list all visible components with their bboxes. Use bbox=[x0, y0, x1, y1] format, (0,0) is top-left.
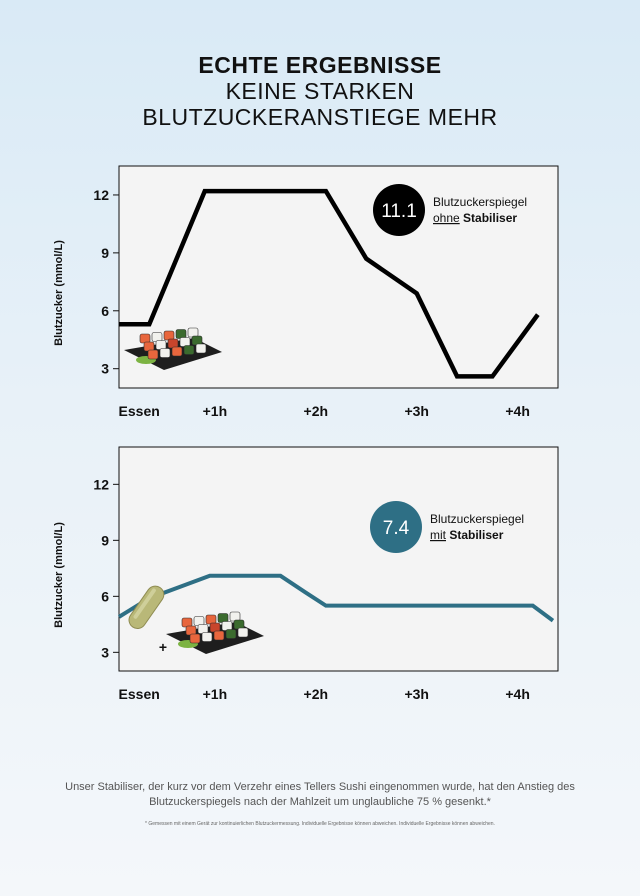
capsule-body bbox=[128, 585, 165, 629]
chart-2-sushi-piece bbox=[209, 622, 221, 633]
chart-1-series-line bbox=[119, 188, 540, 379]
chart-1-sushi-piece bbox=[155, 340, 167, 350]
chart-without-stabiliser: Blutzucker (mmol/L) 3 6 9 12 Essen +1h +2h +3h +4… bbox=[0, 150, 640, 430]
chart-1-badge-circle bbox=[373, 184, 425, 236]
chart-1-sushi-piece bbox=[175, 329, 187, 339]
chart-2-sushi-piece bbox=[225, 629, 237, 639]
chart-2-sushi-piece bbox=[237, 627, 249, 638]
chart-2-badge-line-2: mit Stabiliser bbox=[430, 528, 504, 542]
chart-1-badge-line-1: Blutzuckerspiegel bbox=[433, 195, 527, 209]
chart-2-y-tick-label: 3 bbox=[101, 644, 109, 660]
title-line-3: BLUTZUCKERANSTIEGE MEHR bbox=[142, 104, 498, 130]
footnote-small: * Gemessen mit einem Gerät zur kontinuie… bbox=[145, 821, 495, 827]
chart-2-sushi-piece bbox=[193, 616, 205, 626]
chart-2-sushi-piece bbox=[197, 624, 209, 634]
chart-2-y-tick-label: 9 bbox=[101, 532, 109, 548]
chart-2-svg: Blutzucker (mmol/L) 3 6 9 12 Essen +1h +2h +3h +4… bbox=[53, 446, 559, 702]
chart-1-x-tick-label: +3h bbox=[404, 403, 429, 419]
chart-2-x-tick-label: Essen bbox=[119, 686, 160, 702]
chart-1-y-tick-label: 6 bbox=[101, 303, 109, 319]
chart-2-sushi-plate-icon bbox=[166, 611, 264, 654]
chart-2-badge-line-1: Blutzuckerspiegel bbox=[430, 512, 524, 526]
chart-2-badge-value: 7.4 bbox=[383, 518, 410, 539]
chart-2-sushi-piece bbox=[233, 619, 245, 630]
chart-2-sushi-piece bbox=[217, 613, 229, 623]
chart-2-x-tick-label: +3h bbox=[404, 686, 429, 702]
chart-1-x-tick-label: +4h bbox=[505, 403, 530, 419]
chart-1-sushi-piece bbox=[147, 349, 159, 360]
chart-1-y-axis-label: Blutzucker (mmol/L) bbox=[53, 240, 65, 346]
chart-2-y-tick-label: 12 bbox=[93, 476, 109, 492]
chart-with-stabiliser: Blutzucker (mmol/L) 3 6 9 12 Essen +1h +2h +3h +4… bbox=[0, 432, 640, 714]
chart-2-x-tick-label: +1h bbox=[203, 686, 228, 702]
chart-1-sushi-piece bbox=[167, 338, 179, 349]
plus-sign: + bbox=[159, 639, 167, 655]
chart-1-svg: Blutzucker (mmol/L) 3 6 9 12 Essen +1h +2h +3h +4… bbox=[53, 165, 559, 419]
chart-1-sushi-piece bbox=[179, 337, 191, 347]
chart-1-x-tick-label: +1h bbox=[203, 403, 228, 419]
chart-1-sushi-piece bbox=[183, 345, 195, 355]
chart-1-x-tick-label: +2h bbox=[304, 403, 329, 419]
page-title: ECHTE ERGEBNISSE KEINE STARKEN BLUTZUCKE… bbox=[0, 52, 640, 130]
title-line-1: ECHTE ERGEBNISSE bbox=[198, 52, 442, 78]
chart-1-sushi-piece bbox=[159, 348, 171, 358]
chart-2-sushi-piece bbox=[213, 630, 225, 641]
chart-2-badge-underlined-word: mit bbox=[430, 528, 447, 542]
chart-1-sushi-piece bbox=[195, 343, 207, 354]
title-line-2: KEINE STARKEN bbox=[225, 78, 415, 104]
chart-2-y-tick-label: 6 bbox=[101, 588, 109, 604]
chart-1-x-tick-label: Essen bbox=[119, 403, 160, 419]
chart-2-sushi-piece bbox=[201, 632, 213, 642]
chart-1-sushi-piece bbox=[151, 332, 163, 342]
footnote-main: Unser Stabiliser, der kurz vor dem Verze… bbox=[65, 781, 575, 808]
chart-2-sushi-piece bbox=[189, 633, 201, 644]
chart-1-y-tick-label: 12 bbox=[93, 187, 109, 203]
chart-1-sushi-piece bbox=[143, 341, 155, 352]
chart-1-sushi-piece bbox=[191, 335, 203, 346]
chart-1-sushi-piece bbox=[171, 346, 183, 357]
capsule-icon bbox=[128, 585, 165, 629]
chart-2-sushi-piece bbox=[205, 614, 217, 625]
chart-2-y-axis-label: Blutzucker (mmol/L) bbox=[53, 522, 65, 628]
chart-2-x-tick-label: +2h bbox=[304, 686, 329, 702]
chart-2-badge-circle bbox=[370, 501, 422, 553]
chart-2-sushi-piece bbox=[181, 617, 193, 628]
chart-2-sushi-piece bbox=[185, 625, 197, 636]
chart-1-sushi-piece bbox=[163, 330, 175, 341]
chart-1-badge-bold-word: Stabiliser bbox=[463, 211, 517, 225]
chart-1-sushi-piece bbox=[187, 327, 199, 338]
chart-2-x-tick-label: +4h bbox=[505, 686, 530, 702]
chart-2-sushi-piece bbox=[221, 621, 233, 631]
chart-1-badge-underlined-word: ohne bbox=[433, 211, 460, 225]
capsule-highlight bbox=[133, 588, 156, 619]
chart-1-y-tick-label: 3 bbox=[101, 361, 109, 377]
chart-2-sushi-piece bbox=[229, 611, 241, 622]
chart-1-sushi-piece bbox=[139, 333, 151, 344]
chart-1-sushi-plate-icon bbox=[124, 327, 222, 370]
chart-1-badge-line-2: ohne Stabiliser bbox=[433, 211, 517, 225]
chart-1-badge-value: 11.1 bbox=[381, 201, 417, 222]
chart-1-y-tick-label: 9 bbox=[101, 245, 109, 261]
chart-2-badge-bold-word: Stabiliser bbox=[449, 528, 503, 542]
